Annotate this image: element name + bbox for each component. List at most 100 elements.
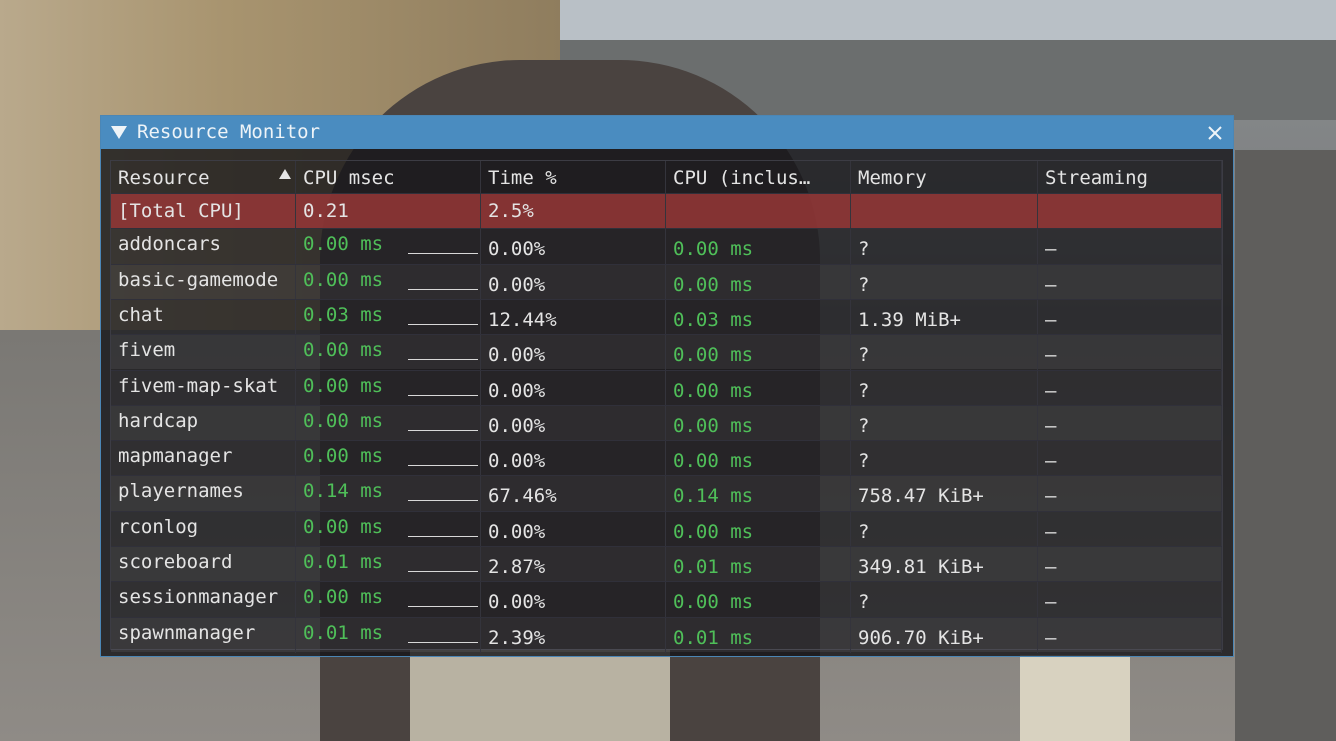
table-cell: spawnmanager (111, 617, 296, 653)
table-cell: fivem-map-skat (111, 370, 296, 406)
cell-text: 0.01 ms (673, 556, 754, 578)
cell-text: 0.00 ms (673, 273, 754, 296)
table-cell: – (1038, 617, 1222, 653)
title-bar: Resource Monitor (101, 116, 1233, 149)
table-cell: – (1038, 299, 1222, 335)
cell-text: 0.00 ms (303, 445, 384, 468)
table-cell: [Total CPU] (111, 194, 296, 229)
table-row: playernames 0.14 ms 67.46% 0.14 ms 758.47 Ki… (111, 475, 1222, 512)
table-cell: basic-gamemode (111, 264, 296, 300)
column-header[interactable]: Streaming (1038, 161, 1222, 196)
collapse-arrow[interactable] (110, 124, 128, 140)
table-cell: – (1038, 335, 1222, 371)
cell-text: 0.00 ms (303, 339, 384, 362)
table-cell: 0.00% (481, 405, 666, 441)
close-button[interactable] (1207, 125, 1223, 141)
table-cell: ? (851, 441, 1038, 477)
cell-text: 0.00 ms (673, 379, 754, 402)
cell-text: – (1045, 273, 1057, 296)
sparkline (408, 288, 478, 290)
column-header[interactable]: Time % (481, 161, 666, 196)
table-cell (1038, 194, 1222, 229)
sparkline (408, 394, 478, 396)
cell-text: – (1045, 344, 1057, 367)
table-cell: ? (851, 405, 1038, 441)
table-cell: ? (851, 511, 1038, 547)
table-cell: 0.21 (296, 194, 481, 229)
cell-text: mapmanager (118, 445, 233, 468)
table-cell: rconlog (111, 511, 296, 547)
table-cell: 0.01 ms (296, 617, 481, 653)
table-cell: – (1038, 547, 1222, 582)
table-cell: 0.00% (481, 582, 666, 618)
cell-text: 0.00 ms (303, 409, 384, 432)
table-cell: chat (111, 299, 296, 335)
table-row: chat 0.03 ms 12.44% 0.03 ms 1.39 MiB+ – (111, 298, 1222, 335)
cell-text: hardcap (118, 409, 199, 432)
table-cell: sessionmanager (111, 582, 296, 618)
table-cell: 0.00 ms (666, 441, 851, 477)
table-cell: 0.03 ms (666, 299, 851, 335)
table-cell: 0.01 ms (666, 617, 851, 653)
column-header[interactable]: Resource (111, 161, 296, 196)
cell-text: 0.01 ms (303, 551, 384, 573)
cell-text: 0.00 ms (303, 268, 384, 291)
table-row: rconlog 0.00 ms 0.00% 0.00 ms? – (111, 510, 1222, 547)
table-cell: mapmanager (111, 441, 296, 477)
cell-text: 2.5% (488, 200, 534, 222)
table-cell: addoncars (111, 229, 296, 265)
cell-text: ? (858, 414, 870, 437)
cell-text: – (1045, 238, 1057, 261)
cell-text: 758.47 KiB+ (858, 485, 984, 508)
cell-text: ? (858, 344, 870, 367)
table-cell: ? (851, 370, 1038, 406)
cell-text: 0.00 ms (673, 344, 754, 367)
cell-text: 0.00 ms (673, 591, 754, 614)
table-row: sessionmanager 0.00 ms 0.00% 0.00 ms? – (111, 581, 1222, 618)
cell-text: 0.00% (488, 520, 546, 543)
sort-arrow (279, 169, 291, 179)
sky (560, 0, 1336, 40)
cell-text: fivem-map-skat (118, 374, 279, 397)
cell-text: playernames (118, 480, 244, 503)
cell-text: 0.00% (488, 379, 546, 402)
table-cell: ? (851, 229, 1038, 265)
cell-text: 0.00 ms (673, 520, 754, 543)
character-pants (410, 650, 670, 741)
table: Resource CPU msec Time % CPU (inclus… Memory… (110, 160, 1223, 653)
cell-text: 0.00% (488, 344, 546, 367)
cell-text: – (1045, 414, 1057, 437)
cell-text: – (1045, 556, 1057, 578)
cell-text: fivem (118, 339, 176, 362)
cell-text: 0.14 ms (303, 480, 384, 503)
table-cell: 2.87% (481, 547, 666, 582)
table-cell: – (1038, 405, 1222, 441)
table-cell: ? (851, 335, 1038, 371)
table-row: [Total CPU] 0.21 2.5% (111, 193, 1222, 229)
table-cell: 0.00 ms (666, 264, 851, 300)
cell-text: rconlog (118, 515, 199, 538)
table-cell: 0.00 ms (666, 229, 851, 265)
column-header[interactable]: CPU msec (296, 161, 481, 196)
table-cell: 0.03 ms (296, 299, 481, 335)
cell-text: 0.00% (488, 238, 546, 261)
column-header[interactable]: Memory (851, 161, 1038, 196)
cell-text: 0.03 ms (673, 308, 754, 331)
cell-text: 0.21 (303, 200, 349, 222)
table-row: fivem 0.00 ms 0.00% 0.00 ms? – (111, 334, 1222, 371)
table-row: hardcap 0.00 ms 0.00% 0.00 ms? – (111, 404, 1222, 441)
table-cell: ? (851, 264, 1038, 300)
table-cell: 349.81 KiB+ (851, 547, 1038, 582)
sparkline (408, 500, 478, 502)
cell-text: ? (858, 273, 870, 296)
table-row: mapmanager 0.00 ms 0.00% 0.00 ms? – (111, 440, 1222, 477)
curb (1020, 655, 1130, 741)
cell-text: – (1045, 520, 1057, 543)
table-cell: – (1038, 476, 1222, 512)
cell-text: 0.14 ms (673, 485, 754, 508)
table-row: fivem-map-skat 0.00 ms 0.00% 0.00 ms? – (111, 369, 1222, 406)
cell-text: – (1045, 450, 1057, 473)
column-header[interactable]: CPU (inclus… (666, 161, 851, 196)
table-cell: 0.01 ms (666, 547, 851, 582)
table-cell: 0.00 ms (296, 370, 481, 406)
